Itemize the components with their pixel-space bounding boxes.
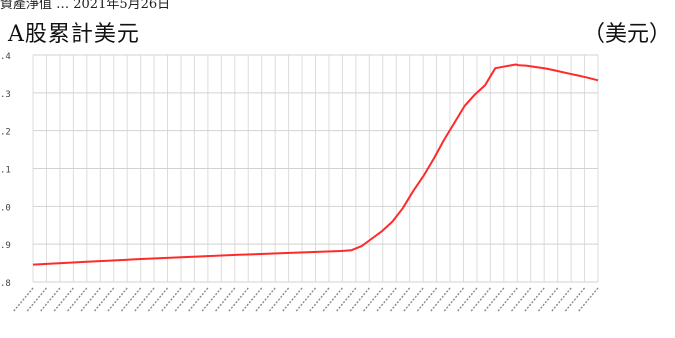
x-tick-label — [268, 287, 290, 313]
x-tick-label — [308, 287, 330, 313]
y-tick-label: .9 — [0, 241, 11, 251]
y-axis: .8 .9 .0 .1 .2 .3 .4 — [0, 52, 11, 289]
x-tick-label — [120, 287, 142, 313]
x-tick-label — [456, 287, 478, 313]
chart-title: A股累計美元 — [8, 22, 140, 47]
x-tick-label — [173, 287, 195, 313]
chart-header-fragment: 資產淨值 … 2021年5月26日 — [0, 0, 171, 12]
y-tick-label: .3 — [0, 90, 11, 100]
x-tick-label — [187, 287, 209, 313]
x-tick-label — [348, 287, 370, 313]
series-layer — [32, 63, 599, 266]
grid-lines — [32, 54, 599, 283]
x-tick-label — [200, 287, 222, 313]
x-tick-label — [335, 287, 357, 313]
x-tick-label — [146, 287, 169, 313]
x-tick-label — [416, 287, 438, 313]
x-tick-label — [52, 287, 74, 313]
y-tick-label: .1 — [0, 166, 11, 176]
x-tick-label — [281, 287, 303, 313]
x-tick-label — [389, 287, 411, 313]
x-tick-label — [510, 287, 532, 313]
x-tick-label — [133, 287, 155, 313]
x-tick-label — [564, 287, 586, 313]
x-tick-label — [214, 287, 236, 313]
series-line — [32, 63, 599, 266]
x-tick-label — [227, 287, 249, 313]
x-tick-label — [93, 287, 115, 313]
y-tick-label: .8 — [0, 279, 11, 289]
y-tick-label: .2 — [0, 128, 11, 138]
x-tick-label — [483, 287, 505, 313]
x-tick-label — [537, 287, 559, 313]
x-tick-label — [402, 287, 424, 313]
x-tick-label — [160, 287, 182, 313]
x-tick-label — [577, 287, 599, 313]
x-tick-label — [12, 287, 34, 313]
x-tick-label — [550, 287, 572, 313]
x-tick-label — [375, 287, 397, 313]
x-tick-label — [321, 287, 343, 313]
y-tick-label: .0 — [0, 203, 11, 213]
x-tick-label — [106, 287, 128, 313]
x-tick-label — [25, 287, 47, 313]
y-tick-label: .4 — [0, 52, 11, 62]
x-tick-label — [442, 287, 465, 313]
x-tick-label — [79, 287, 101, 313]
x-tick-label — [469, 287, 491, 313]
x-tick-label — [254, 287, 276, 313]
unit-label: （美元） — [582, 22, 671, 47]
x-tick-label — [496, 287, 518, 313]
x-axis — [12, 287, 599, 313]
x-tick-label — [523, 287, 545, 313]
x-tick-label — [39, 287, 61, 313]
x-tick-label — [241, 287, 263, 313]
x-tick-label — [362, 287, 384, 313]
x-tick-label — [294, 287, 317, 313]
x-tick-label — [429, 287, 451, 313]
x-tick-label — [66, 287, 88, 313]
